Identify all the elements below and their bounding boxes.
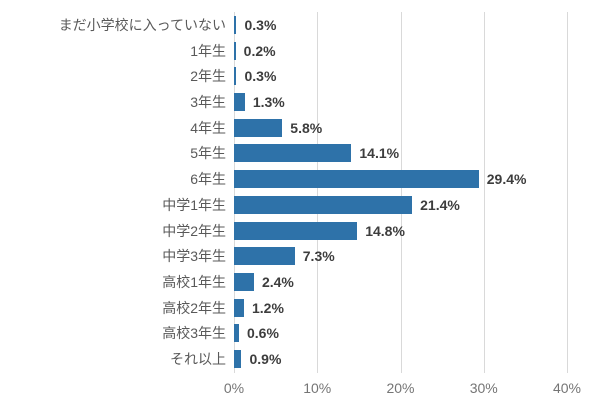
value-label: 0.3% (244, 16, 277, 33)
value-label: 1.2% (251, 299, 284, 316)
gridline (234, 12, 235, 373)
category-label: 中学1年生 (162, 196, 226, 213)
value-label: 2.4% (261, 274, 294, 291)
category-label: 3年生 (190, 94, 226, 111)
category-label: それ以上 (170, 351, 226, 368)
bar-track: 1.2% (234, 295, 567, 321)
bar-track: 0.2% (234, 38, 567, 64)
bar (234, 273, 254, 292)
bar (234, 324, 239, 343)
bar-track: 14.1% (234, 141, 567, 167)
gridline (483, 12, 485, 373)
chart-row: 1年生 0.2% (0, 38, 567, 64)
gridline (317, 12, 319, 373)
chart-row: 中学2年生 14.8% (0, 218, 567, 244)
value-label: 29.4% (486, 171, 527, 188)
value-label: 0.2% (243, 42, 276, 59)
category-label: 中学2年生 (162, 222, 226, 239)
bar-track: 0.3% (234, 12, 567, 38)
category-label: 4年生 (190, 119, 226, 136)
bar (234, 221, 358, 240)
bar (234, 247, 295, 266)
bar (234, 170, 479, 189)
gridline (567, 12, 568, 373)
category-label: 2年生 (190, 68, 226, 85)
chart-row: 6年生 29.4% (0, 166, 567, 192)
bar-track: 21.4% (234, 192, 567, 218)
value-label: 5.8% (290, 119, 323, 136)
bar (234, 15, 237, 34)
bar-track: 1.3% (234, 89, 567, 115)
category-label: 中学3年生 (162, 248, 226, 265)
value-label: 7.3% (302, 248, 335, 265)
chart-rows: まだ小学校に入っていない 0.3% 1年生 0.2% 2年生 0.3% 3年生 1.3% 4年生… (0, 12, 567, 372)
bar (234, 144, 352, 163)
category-label: 6年生 (190, 171, 226, 188)
chart-row: 中学1年生 21.4% (0, 192, 567, 218)
value-label: 14.1% (359, 145, 400, 162)
chart-row: 4年生 5.8% (0, 115, 567, 141)
bar-track: 2.4% (234, 269, 567, 295)
chart-row: 高校1年生 2.4% (0, 269, 567, 295)
bar-track: 0.6% (234, 321, 567, 347)
chart-row: 2年生 0.3% (0, 63, 567, 89)
category-label: 高校3年生 (162, 325, 226, 342)
chart-row: 高校2年生 1.2% (0, 295, 567, 321)
x-axis-tick-label: 30% (469, 380, 498, 396)
x-axis-tick-label: 0% (223, 380, 245, 396)
value-label: 0.9% (249, 351, 282, 368)
chart-row: まだ小学校に入っていない 0.3% (0, 12, 567, 38)
chart-row: それ以上 0.9% (0, 346, 567, 372)
chart-row: 3年生 1.3% (0, 89, 567, 115)
x-axis-tick-label: 40% (552, 380, 582, 396)
bar-track: 0.9% (234, 346, 567, 372)
x-axis-tick-label: 20% (386, 380, 415, 396)
value-label: 1.3% (252, 94, 285, 111)
bar (234, 93, 245, 112)
bar-track: 29.4% (234, 166, 567, 192)
chart-row: 5年生 14.1% (0, 141, 567, 167)
category-label: 高校2年生 (162, 299, 226, 316)
bar (234, 350, 242, 369)
category-label: 高校1年生 (162, 274, 226, 291)
bar (234, 67, 237, 86)
bar-track: 7.3% (234, 243, 567, 269)
category-label: 5年生 (190, 145, 226, 162)
bar (234, 195, 413, 214)
bar-track: 5.8% (234, 115, 567, 141)
x-axis-tick-label: 10% (303, 380, 332, 396)
category-label: まだ小学校に入っていない (58, 16, 226, 33)
value-label: 21.4% (420, 196, 460, 213)
chart-row: 中学3年生 7.3% (0, 243, 567, 269)
bar (234, 298, 244, 317)
value-label: 0.3% (244, 68, 277, 85)
gridline (400, 12, 402, 373)
category-label: 1年生 (190, 42, 226, 59)
chart-row: 高校3年生 0.6% (0, 321, 567, 347)
bar (234, 118, 283, 137)
bar (234, 41, 236, 60)
bar-track: 14.8% (234, 218, 567, 244)
value-label: 14.8% (365, 222, 405, 239)
value-label: 0.6% (246, 325, 279, 342)
bar-track: 0.3% (234, 63, 567, 89)
